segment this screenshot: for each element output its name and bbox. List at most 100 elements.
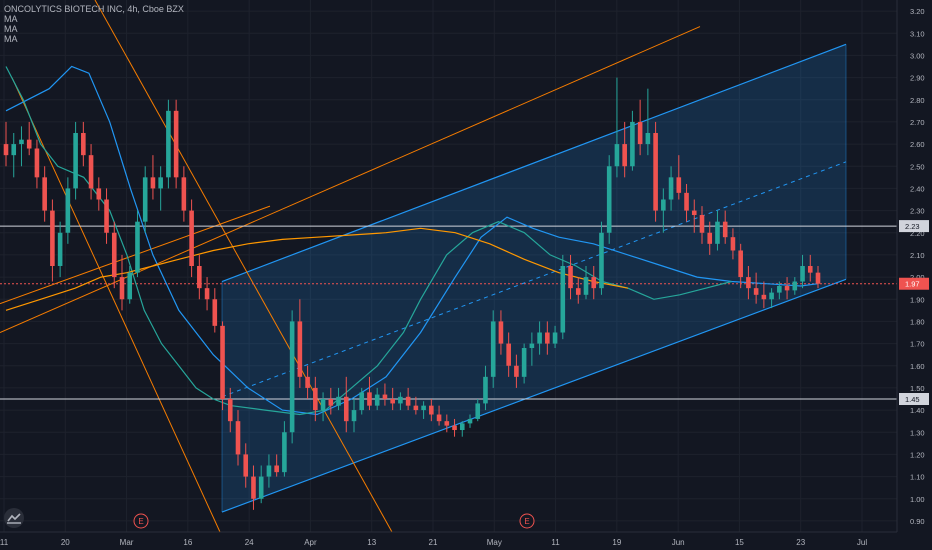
trend-line-descending-1[interactable] (94, 0, 393, 533)
candle-body (19, 139, 24, 145)
candle-body (235, 421, 241, 455)
price-line-badge[interactable] (899, 393, 929, 405)
price-line-badge[interactable] (899, 220, 929, 233)
candle-body (753, 288, 759, 295)
candle-body (390, 399, 395, 404)
candle-body (258, 476, 264, 499)
candle-body (746, 277, 751, 289)
candle-body (212, 299, 218, 326)
candle-body (57, 232, 63, 266)
grid (0, 0, 897, 532)
candle-body (127, 272, 133, 300)
earnings-marker-label: E (138, 517, 143, 526)
candle-body (583, 277, 589, 295)
price-axis[interactable]: 3.20 3.10 3.00 2.90 2.80 2.70 2.60 2.50 2.40 2.30… (896, 0, 932, 550)
candle-body (483, 376, 488, 404)
candle-body (274, 465, 279, 473)
price-tick-label: 1.20 (910, 450, 925, 459)
candle-body (707, 232, 713, 244)
price-tick-label: 2.90 (910, 74, 925, 83)
candle-body (367, 392, 372, 406)
candle-body (568, 266, 573, 289)
ma-indicator-1[interactable]: MA (4, 14, 18, 24)
price-tick-label: 1.50 (910, 384, 925, 393)
candle-body (73, 133, 78, 189)
price-tick-label: 2.40 (910, 184, 925, 193)
candle-body (405, 396, 411, 406)
candle-body (34, 148, 40, 178)
candle-body (637, 121, 643, 145)
candle-body (50, 210, 55, 266)
candle-body (398, 396, 403, 404)
candle-body (413, 405, 419, 411)
price-tick-label: 2.00 (910, 273, 925, 282)
candle-body (738, 250, 743, 278)
candle-body (537, 332, 542, 344)
price-tick-label: 1.80 (910, 317, 925, 326)
candle-body (475, 403, 481, 419)
candle-body (444, 421, 450, 426)
tradingview-logo-icon[interactable] (4, 508, 24, 528)
candle-body (645, 133, 651, 145)
candle-body (575, 288, 581, 295)
trend-line-upper[interactable] (0, 26, 701, 333)
channel-upper-line[interactable] (221, 43, 847, 283)
time-tick-label: Jul (857, 538, 867, 547)
candle-body (227, 399, 233, 422)
candle-body (668, 177, 674, 200)
channel-lower-line[interactable] (221, 278, 847, 513)
last-price-badge[interactable] (899, 277, 929, 290)
candle-body (96, 188, 102, 200)
candle-body (560, 266, 566, 333)
time-tick-label: Jun (672, 538, 685, 547)
channel-mid-line[interactable] (221, 161, 847, 398)
time-tick-label: 23 (796, 538, 805, 547)
candle-body (11, 144, 17, 156)
trend-line-descending-2[interactable] (11, 77, 221, 533)
candle-body (166, 110, 171, 178)
candle-body (88, 155, 94, 189)
earnings-marker-icon[interactable] (519, 513, 535, 529)
time-tick-label: 16 (183, 538, 192, 547)
last-price-label: 1.97 (905, 280, 920, 289)
candle-body (506, 343, 511, 366)
candle-body (800, 266, 805, 282)
price-tick-label: 2.80 (910, 96, 925, 105)
candle-body (181, 177, 187, 211)
candle-body (204, 288, 210, 300)
time-axis[interactable]: 11 20 Mar 16 24 Apr 13 21 May 11 19 Jun 15 23 Jul E E (0, 513, 897, 547)
candle-body (815, 272, 821, 284)
candle-body (104, 199, 109, 233)
trend-lines[interactable] (0, 0, 701, 533)
price-tick-label: 2.70 (910, 118, 925, 127)
candle-body (382, 394, 388, 399)
candle-body (42, 177, 47, 211)
ma-indicator-3[interactable]: MA (4, 34, 18, 44)
candle-body (81, 133, 86, 156)
candle-body (173, 110, 179, 178)
candle-body (135, 221, 140, 273)
horizontal-lines[interactable] (0, 225, 897, 400)
candle-body (351, 410, 357, 422)
moving-average-line-1 (5, 65, 819, 416)
candle-body (684, 192, 689, 211)
earnings-marker-icon[interactable] (133, 513, 149, 529)
candle-body (784, 285, 790, 291)
candle-body (320, 399, 326, 411)
candle-body (436, 414, 442, 422)
candle-body (777, 285, 782, 293)
price-tick-label: 3.00 (910, 51, 925, 60)
candle-body (111, 232, 117, 278)
candle-body (630, 121, 635, 167)
trend-line-lower[interactable] (0, 205, 271, 305)
symbol-title[interactable]: ONCOLYTICS BIOTECH INC, 4h, Cboe BZX (4, 4, 184, 14)
candle-body (26, 139, 32, 149)
earnings-marker-label: E (524, 517, 529, 526)
candle-body (691, 210, 697, 216)
ma-indicator-2[interactable]: MA (4, 24, 18, 34)
candle-body (545, 332, 550, 344)
candle-body (3, 144, 9, 156)
candle-body (521, 348, 527, 377)
price-tick-label: 0.90 (910, 517, 925, 526)
